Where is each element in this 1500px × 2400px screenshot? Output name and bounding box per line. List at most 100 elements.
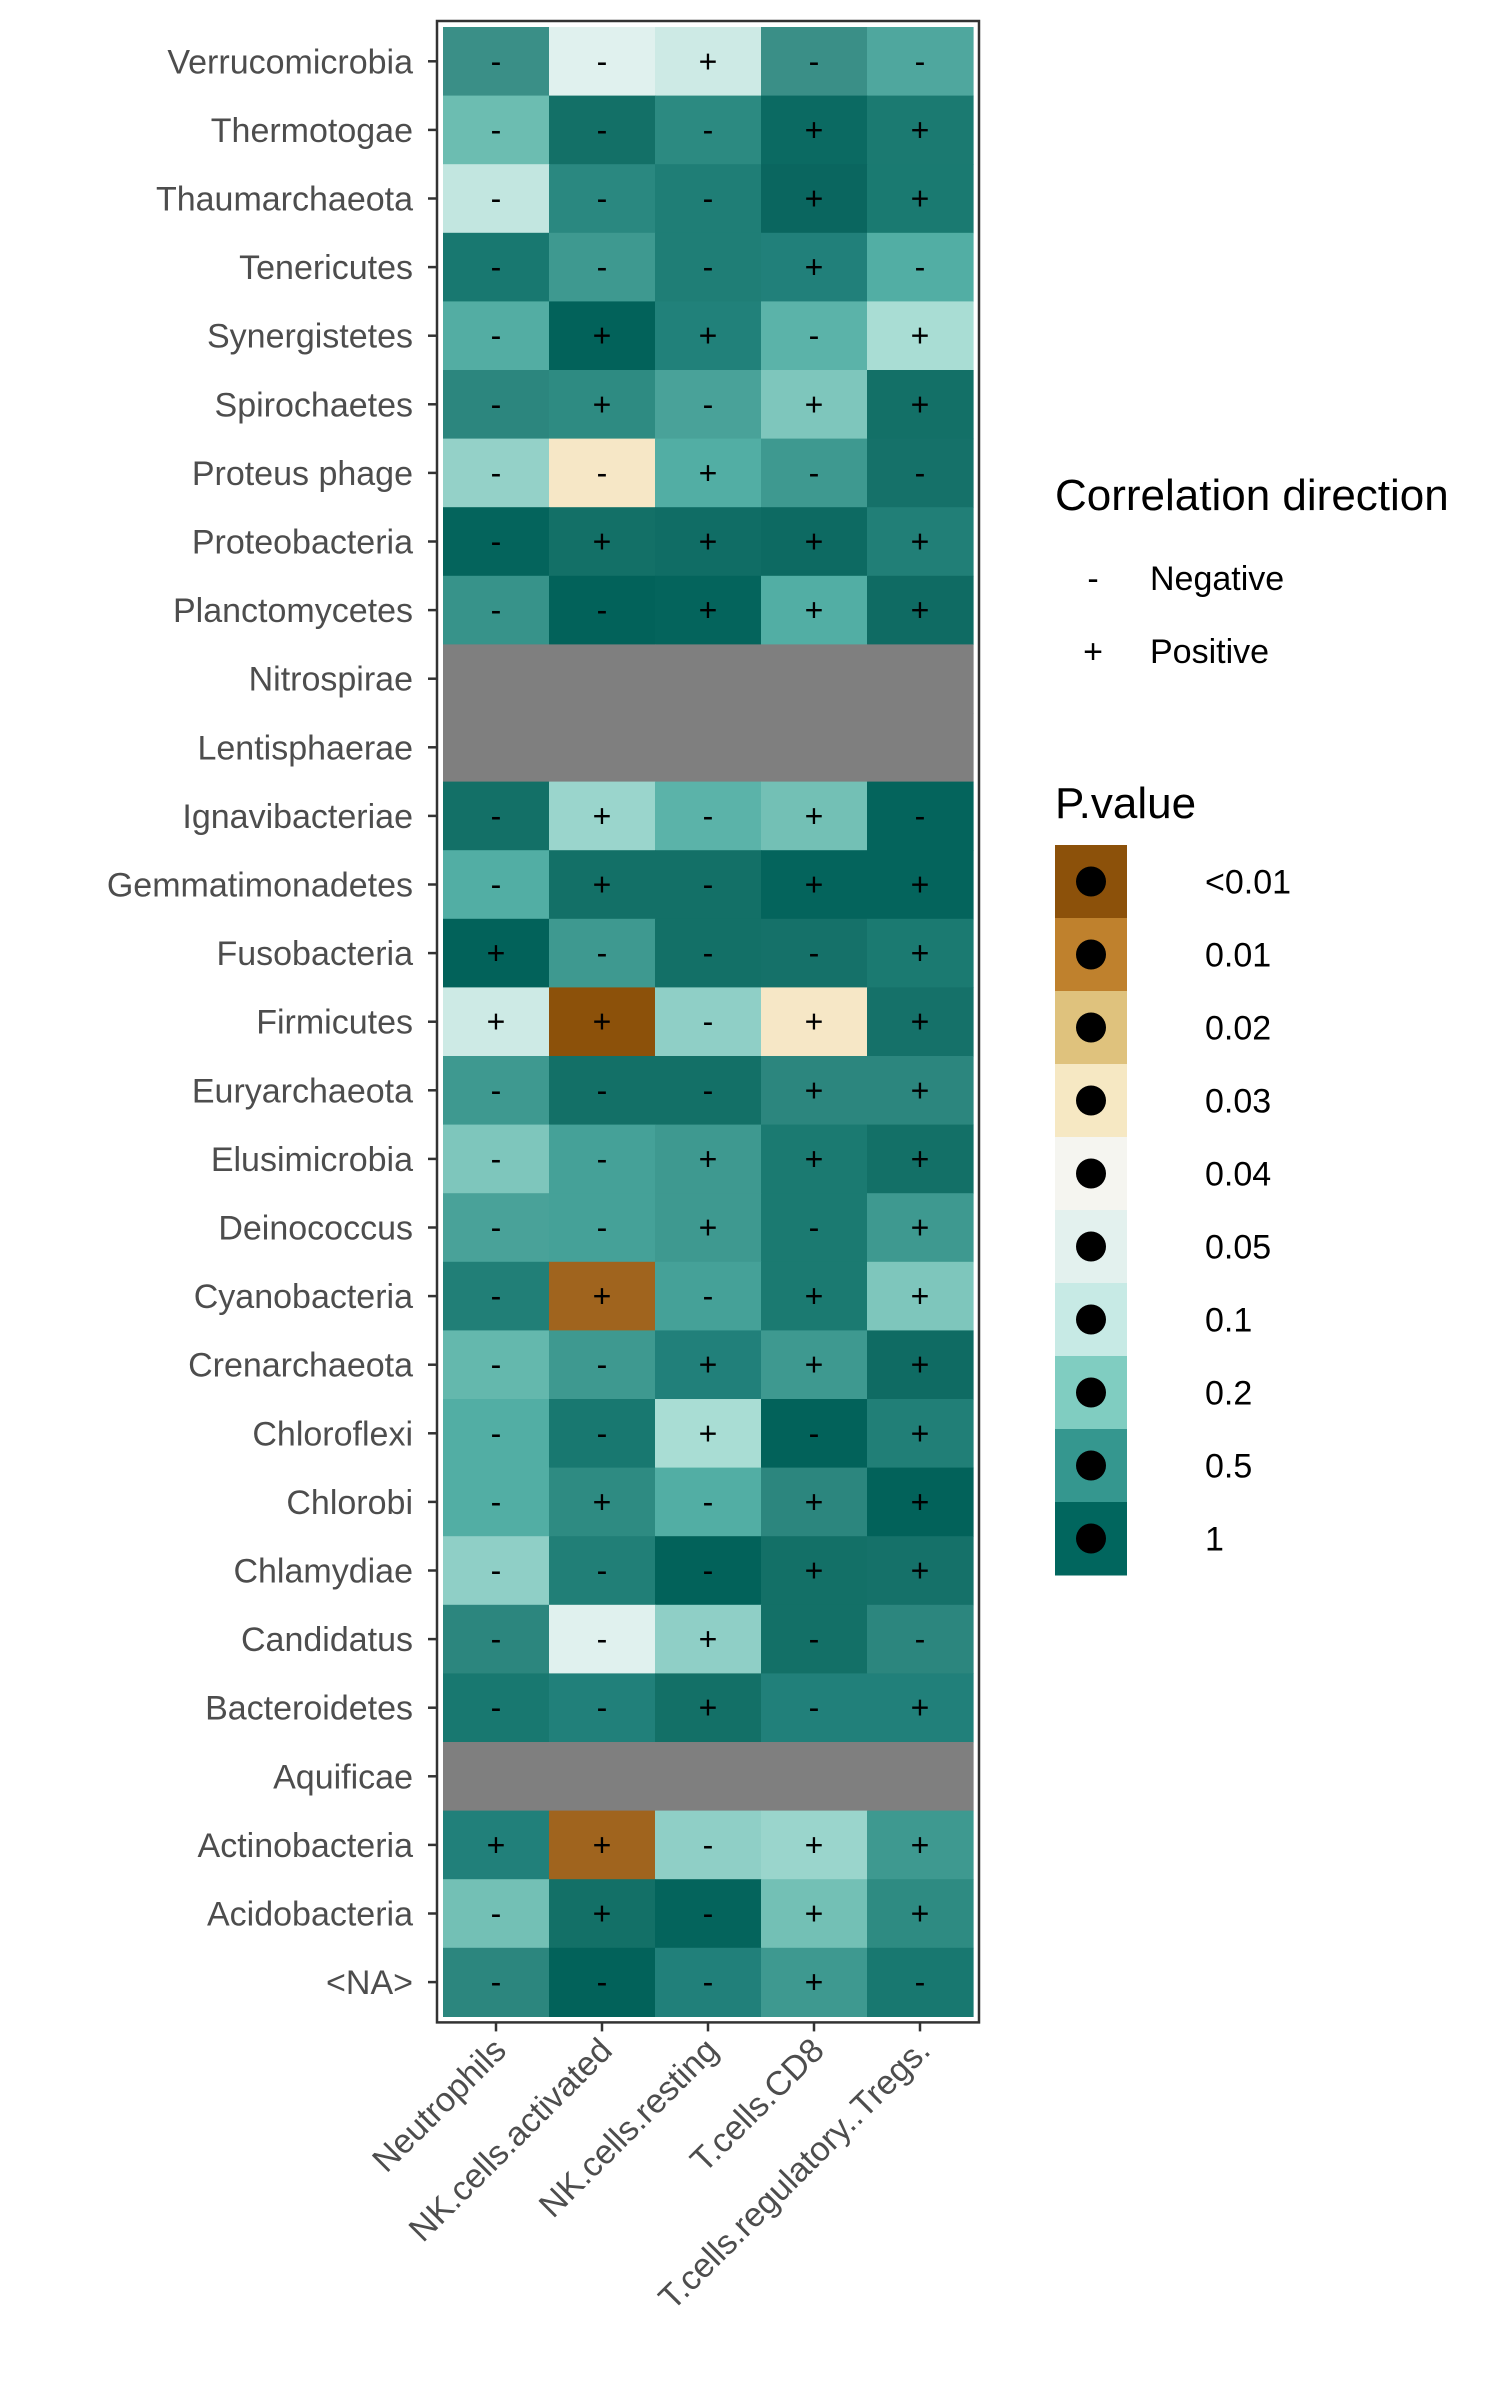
cell-sign: +: [805, 1072, 824, 1108]
heatmap-cell: [761, 1536, 868, 1606]
heatmap-cell: [761, 781, 868, 851]
heatmap-cell: [867, 575, 974, 645]
heatmap-cell: [549, 1810, 656, 1880]
cell-sign: +: [805, 1141, 824, 1177]
cell-sign: -: [915, 43, 926, 79]
pvalue-key-label: 0.05: [1205, 1229, 1271, 1267]
heatmap-cell: [655, 850, 762, 920]
cell-sign: -: [597, 1553, 608, 1589]
heatmap-cell: [655, 1330, 762, 1400]
heatmap-cell: [867, 1673, 974, 1743]
cell-sign: -: [491, 1484, 502, 1520]
heatmap-cell: [761, 1330, 868, 1400]
heatmap-cell: [549, 164, 656, 234]
heatmap-cell: [655, 644, 762, 714]
pvalue-key-dot: [1076, 939, 1106, 970]
heatmap-cell: [867, 1261, 974, 1331]
heatmap-cell: [867, 1330, 974, 1400]
cell-sign: -: [703, 1004, 714, 1040]
heatmap-cell: [655, 370, 762, 440]
y-tick-label: Deinococcus: [218, 1210, 413, 1248]
cell-sign: -: [491, 1415, 502, 1451]
heatmap-cell: [761, 644, 868, 714]
y-tick-label: Actinobacteria: [198, 1827, 414, 1865]
cell-sign: -: [597, 181, 608, 217]
pvalue-key-dot: [1076, 1450, 1106, 1481]
heatmap-cell: [443, 232, 550, 302]
cell-sign: -: [491, 1278, 502, 1314]
y-tick-label: Chlorobi: [286, 1484, 413, 1522]
heatmap-cell: [549, 301, 656, 371]
heatmap-cell: [655, 1261, 762, 1331]
heatmap-cell: [443, 644, 550, 714]
cell-sign: -: [703, 249, 714, 285]
heatmap-cell: [443, 1124, 550, 1194]
heatmap-cell: [549, 95, 656, 165]
heatmap-cell: [549, 1604, 656, 1674]
heatmap-cell: [655, 987, 762, 1057]
cell-sign: -: [491, 1210, 502, 1246]
cell-sign: +: [593, 1278, 612, 1314]
cell-sign: +: [593, 798, 612, 834]
y-tick-label: Fusobacteria: [216, 935, 413, 973]
legend-negative-label: Negative: [1150, 560, 1284, 598]
heatmap-cell: [549, 1056, 656, 1126]
heatmap-cell: [443, 575, 550, 645]
cell-sign: +: [911, 1004, 930, 1040]
cell-sign: -: [809, 935, 820, 971]
pvalue-key-dot: [1076, 1304, 1106, 1335]
cell-sign: -: [703, 1827, 714, 1863]
cell-sign: -: [809, 1621, 820, 1657]
heatmap-cell: [655, 232, 762, 302]
heatmap-cell: [867, 918, 974, 988]
heatmap-cell: [655, 95, 762, 165]
heatmap-cell: [867, 644, 974, 714]
cell-sign: -: [491, 867, 502, 903]
heatmap-cell: [761, 27, 868, 97]
heatmap-cell: [443, 438, 550, 508]
heatmap-cell: [655, 1124, 762, 1194]
y-tick-label: Verrucomicrobia: [167, 43, 413, 81]
heatmap-cell: [443, 27, 550, 97]
cell-sign: -: [703, 1278, 714, 1314]
heatmap-cell: [867, 1879, 974, 1949]
pvalue-key-dot: [1076, 1158, 1106, 1189]
cell-sign: +: [805, 798, 824, 834]
heatmap-cell: [761, 713, 868, 783]
cell-sign: -: [809, 1210, 820, 1246]
y-tick-label: Crenarchaeota: [188, 1347, 413, 1385]
pvalue-key-dot: [1076, 1085, 1106, 1116]
heatmap-cell: [867, 1056, 974, 1126]
heatmap-cell: [549, 1536, 656, 1606]
heatmap-cell: [443, 1330, 550, 1400]
heatmap-cell: [655, 1467, 762, 1537]
heatmap-cell: [867, 781, 974, 851]
cell-sign: -: [915, 1621, 926, 1657]
cell-sign: -: [491, 1072, 502, 1108]
cell-sign: -: [491, 112, 502, 148]
cell-sign: -: [597, 455, 608, 491]
heatmap-cell: [867, 1124, 974, 1194]
y-axis-labels: Verrucomicrobia Thermotogae Thaumarchaeota…: [107, 43, 437, 2002]
pvalue-key-dot: [1076, 866, 1106, 897]
heatmap-cell: [867, 27, 974, 97]
cell-sign: -: [491, 798, 502, 834]
heatmap-cell: [655, 1056, 762, 1126]
heatmap-cell: [549, 1399, 656, 1469]
cell-sign: -: [491, 524, 502, 560]
heatmap-cell: [443, 1056, 550, 1126]
legend-positive-symbol: +: [1083, 633, 1103, 671]
cell-sign: +: [699, 592, 718, 628]
cell-sign: +: [805, 1347, 824, 1383]
cell-sign: -: [491, 386, 502, 422]
heatmap-cell: [549, 918, 656, 988]
heatmap-cell: [867, 1399, 974, 1469]
cell-sign: +: [911, 1278, 930, 1314]
cell-sign: -: [703, 798, 714, 834]
y-tick-label: Chlamydiae: [233, 1553, 413, 1591]
cell-sign: -: [915, 798, 926, 834]
cell-sign: +: [805, 181, 824, 217]
heatmap-cell: [549, 1947, 656, 2017]
heatmap-cell: [655, 27, 762, 97]
